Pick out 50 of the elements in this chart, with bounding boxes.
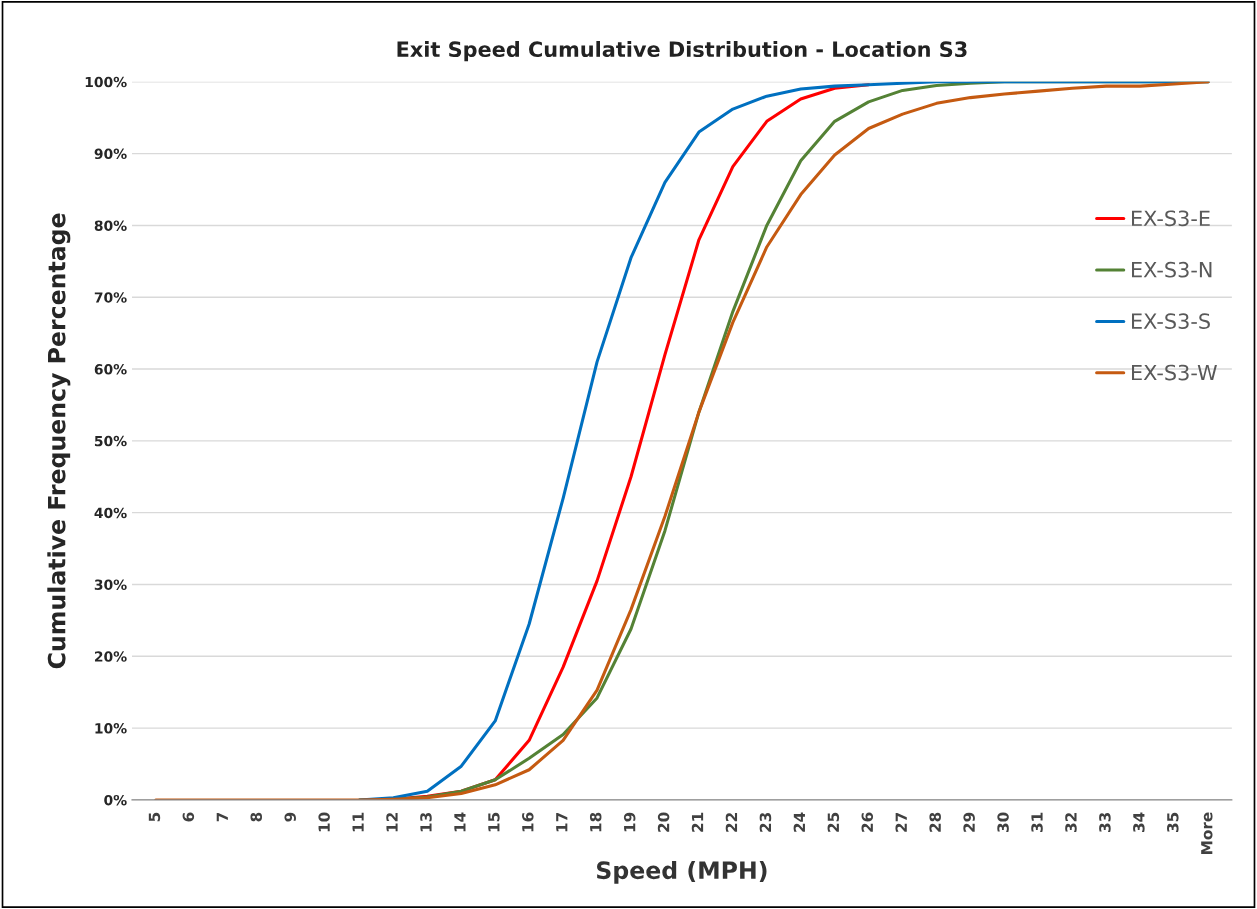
y-tick-label: 100%: [85, 76, 127, 88]
x-tick-label: 17: [556, 812, 568, 832]
x-tick-label: 29: [963, 812, 975, 832]
x-tick-label: 24: [793, 812, 805, 832]
x-tick-label: 7: [216, 812, 228, 822]
y-tick-label: 90%: [94, 148, 127, 160]
x-tick-label: 22: [725, 813, 738, 832]
x-tick-label: 6: [182, 812, 195, 822]
legend-label: EX-S3-E: [1132, 210, 1210, 227]
y-tick-label: 10%: [95, 723, 127, 734]
x-tick-label: 11: [352, 812, 364, 832]
x-tick-label: 10: [318, 812, 330, 832]
legend-label: EX-S3-S: [1132, 313, 1210, 329]
x-tick-label: 14: [454, 812, 466, 832]
x-tick-label: 25: [827, 812, 840, 832]
x-tick-label: 21: [691, 812, 704, 832]
x-tick-label: 5: [148, 812, 161, 822]
x-tick-label: 23: [759, 812, 772, 832]
x-tick-label: 15: [488, 812, 500, 832]
x-tick-label: 9: [284, 812, 296, 822]
chart-title: Exit Speed Cumulative Distribution - Location S3: [397, 40, 967, 62]
x-tick-label: 8: [250, 812, 263, 822]
legend-label: EX-S3-N: [1132, 261, 1212, 278]
legend-label: EX-S3-W: [1132, 364, 1217, 381]
y-tick-label: 50%: [94, 435, 127, 447]
y-tick-label: 60%: [94, 364, 127, 375]
x-tick-label: 18: [589, 812, 602, 832]
y-tick-label: 30%: [94, 579, 127, 590]
y-axis-title: Cumulative Frequency Percentage: [47, 213, 71, 669]
x-tick-label: 30: [997, 812, 1009, 832]
x-tick-label: More: [1201, 812, 1213, 854]
x-tick-label: 35: [1167, 812, 1179, 832]
y-tick-label: 80%: [94, 220, 127, 231]
x-tick-label: 26: [861, 812, 874, 832]
x-tick-label: 12: [386, 813, 398, 832]
x-axis-title: Speed (MPH): [597, 860, 767, 884]
x-tick-label: 28: [929, 812, 941, 832]
x-tick-label: 20: [657, 812, 670, 832]
y-tick-label: 20%: [94, 651, 127, 662]
x-tick-label: 13: [420, 812, 432, 832]
x-tick-label: 33: [1099, 812, 1111, 832]
x-tick-label: 31: [1031, 812, 1043, 832]
y-tick-label: 0%: [104, 794, 127, 806]
y-tick-label: 40%: [94, 507, 127, 519]
x-tick-label: 34: [1133, 812, 1145, 832]
x-tick-label: 16: [522, 812, 534, 832]
x-tick-label: 27: [895, 812, 907, 832]
y-tick-label: 70%: [94, 292, 127, 303]
x-tick-label: 19: [623, 812, 636, 832]
x-tick-label: 32: [1065, 813, 1077, 832]
